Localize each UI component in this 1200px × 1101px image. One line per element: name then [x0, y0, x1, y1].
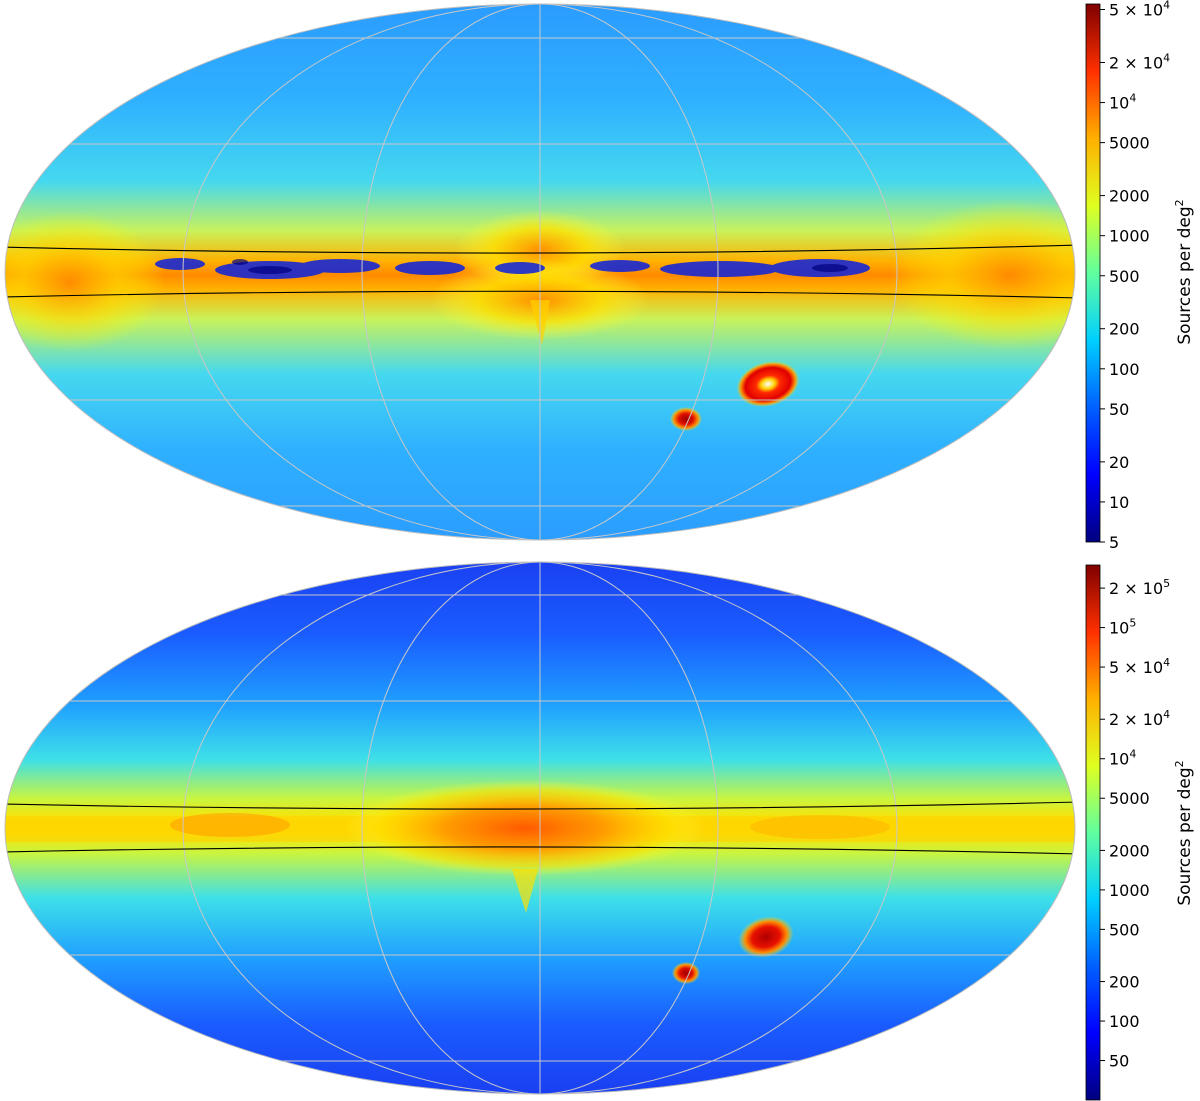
bottom-colorbar	[1085, 564, 1101, 1101]
bottom-lmc	[738, 916, 794, 958]
bottom-bulge	[345, 780, 705, 876]
top-colorbar-tick-label: 50	[1109, 400, 1129, 419]
bottom-colorbar-tick-label: 5000	[1109, 789, 1150, 808]
bottom-colorbar-label: Sources per deg2	[1173, 760, 1195, 905]
top-lmc	[736, 361, 800, 407]
bottom-map-outline	[4, 561, 1076, 1095]
bottom-plane-patch-left	[170, 813, 290, 837]
bottom-sky-map-svg: 2 × 105 105 5 × 104 2 × 104 104 5000 2000 1000 5…	[4, 561, 1195, 1101]
top-colorbar-tick-label: 20	[1109, 453, 1129, 472]
top-colorbar-tick-label: 10	[1109, 493, 1129, 512]
bottom-colorbar-tick-label: 105	[1109, 617, 1136, 638]
bottom-plane-lines	[5, 801, 1075, 855]
bottom-colorbar-tick-label: 100	[1109, 1012, 1140, 1031]
top-colorbar-tick-label: 104	[1109, 92, 1136, 113]
bottom-colorbar-tick-label: 200	[1109, 973, 1140, 992]
top-dust-lanes	[155, 258, 870, 279]
bottom-smc	[672, 962, 700, 984]
top-map-outline	[4, 3, 1076, 541]
top-plane-lines	[5, 244, 1075, 299]
top-colorbar-tick-label: 2 × 104	[1109, 51, 1170, 72]
bottom-colorbar-tick-label: 50	[1109, 1052, 1129, 1071]
top-colorbar-ticks: 5 × 104 2 × 104 104 5000 2000 1000 500 200 100 50…	[1100, 0, 1170, 550]
top-dust-cores	[232, 259, 848, 274]
bottom-colorbar-tick-label: 2 × 104	[1109, 708, 1170, 729]
bottom-colorbar-tick-label: 1000	[1109, 881, 1150, 900]
top-colorbar	[1085, 3, 1101, 543]
bottom-panel: 2 × 105 105 5 × 104 2 × 104 104 5000 2000 1000 5…	[0, 551, 1200, 1101]
bottom-colorbar-tick-label: 5 × 104	[1109, 656, 1170, 677]
bottom-colorbar-tick-label: 2 × 105	[1109, 577, 1170, 598]
bottom-bulge-cusp	[512, 869, 538, 913]
bottom-plane-patch-right	[750, 815, 890, 839]
bottom-sky-density	[5, 562, 1075, 1094]
top-sky-density	[5, 4, 1075, 540]
top-colorbar-tick-label: 100	[1109, 360, 1140, 379]
bottom-colorbar-tick-label: 2000	[1109, 841, 1150, 860]
bottom-colorbar-tick-label: 500	[1109, 920, 1140, 939]
top-colorbar-label: Sources per deg2	[1173, 199, 1195, 344]
top-colorbar-tick-label: 5	[1109, 533, 1119, 550]
top-colorbar-tick-label: 2000	[1109, 187, 1150, 206]
top-panel: 5 × 104 2 × 104 104 5000 2000 1000 500 200 100 50…	[0, 0, 1200, 550]
top-colorbar-tick-label: 500	[1109, 267, 1140, 286]
top-colorbar-tick-label: 5 × 104	[1109, 0, 1170, 20]
top-smc	[670, 407, 702, 431]
top-colorbar-tick-label: 1000	[1109, 227, 1150, 246]
top-colorbar-tick-label: 200	[1109, 320, 1140, 339]
bottom-colorbar-ticks: 2 × 105 105 5 × 104 2 × 104 104 5000 2000 1000 5…	[1100, 577, 1170, 1071]
bottom-colorbar-tick-label: 104	[1109, 748, 1136, 769]
top-colorbar-tick-label: 5000	[1109, 134, 1150, 153]
top-sky-map-svg: 5 × 104 2 × 104 104 5000 2000 1000 500 200 100 50…	[4, 0, 1195, 550]
